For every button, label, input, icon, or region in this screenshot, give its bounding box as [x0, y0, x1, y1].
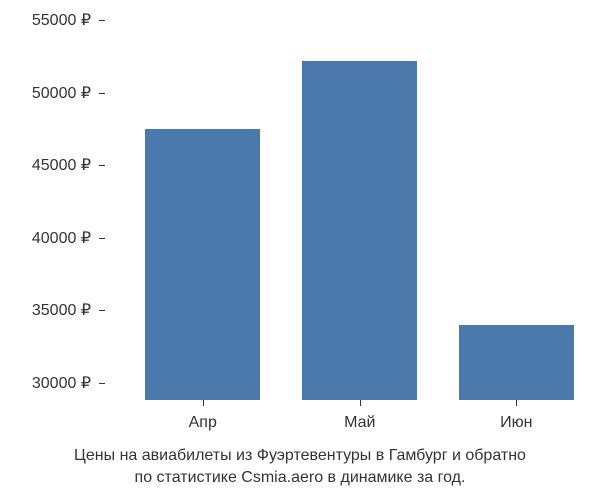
x-tick-label: Май: [344, 400, 375, 432]
y-tick-label: 55000 ₽: [32, 10, 105, 30]
price-chart: 30000 ₽ 35000 ₽ 40000 ₽ 45000 ₽ 50000 ₽ 55000…: [0, 0, 600, 500]
chart-caption: Цены на авиабилеты из Фуэртевентуры в Га…: [0, 445, 600, 488]
plot-area: 30000 ₽35000 ₽40000 ₽45000 ₽50000 ₽55000…: [105, 20, 575, 400]
y-tick-label: 40000 ₽: [32, 228, 105, 248]
y-tick-label: 30000 ₽: [32, 373, 105, 393]
bar: [302, 61, 417, 400]
caption-line-1: Цены на авиабилеты из Фуэртевентуры в Га…: [74, 447, 526, 464]
y-tick-label: 45000 ₽: [32, 155, 105, 175]
x-tick-label: Июн: [500, 400, 532, 432]
y-tick-label: 50000 ₽: [32, 83, 105, 103]
caption-line-2: по статистике Csmia.aero в динамике за г…: [135, 469, 466, 486]
y-tick-label: 35000 ₽: [32, 300, 105, 320]
bar: [145, 129, 260, 400]
bar: [459, 325, 574, 400]
x-tick-label: Апр: [189, 400, 217, 432]
